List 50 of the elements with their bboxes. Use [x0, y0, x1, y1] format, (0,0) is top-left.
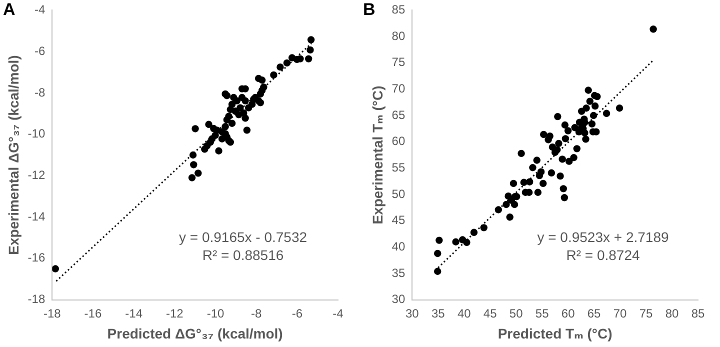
y-tick-label: 30 [392, 292, 406, 306]
x-tick-label: 85 [691, 306, 705, 320]
y-tick-label: -12 [28, 168, 46, 182]
x-tick-label: 45 [483, 306, 498, 320]
y-tick-label: 50 [392, 186, 406, 201]
annotation: y = 0.9523x + 2.7189 [537, 228, 669, 245]
y-tick-label: -14 [28, 209, 46, 224]
chart-title: A [3, 0, 16, 20]
x-tick-label: -4 [332, 306, 344, 320]
x-tick-label: -6 [292, 306, 303, 320]
x-tick-label: 55 [535, 306, 550, 320]
x-tick-label: -10 [206, 306, 224, 320]
annotation: R² = 0.88516 [202, 246, 284, 263]
x-tick-label: 60 [561, 306, 576, 320]
y-axis-title: Experimental ΔG°₃₇ (kcal/mol) [5, 55, 22, 255]
x-tick-label: -12 [166, 306, 184, 320]
x-tick-label: 65 [587, 306, 602, 320]
y-tick-label: 60 [392, 134, 406, 148]
y-tick-label: -4 [34, 2, 46, 17]
x-tick-label: -16 [84, 306, 102, 320]
y-tick-label: -18 [28, 292, 46, 306]
y-tick-label: 85 [392, 2, 406, 17]
annotation: R² = 0.8724 [566, 246, 640, 263]
x-tick-label: 80 [665, 306, 680, 320]
y-tick-label: 45 [392, 213, 406, 228]
y-tick-label: 75 [392, 55, 406, 70]
x-axis-title: Predicted Tₘ (°C) [498, 325, 612, 342]
y-tick-label: 80 [392, 28, 406, 43]
x-tick-label: 30 [405, 306, 420, 320]
y-tick-label: 40 [392, 239, 406, 254]
x-axis-title: Predicted ΔG°₃₇ (kcal/mol) [107, 325, 283, 342]
x-tick-label: -14 [125, 306, 143, 320]
y-tick-label: -6 [34, 44, 46, 58]
y-tick-label: 65 [392, 108, 406, 122]
x-tick-label: 50 [509, 306, 524, 320]
y-tick-label: 35 [392, 266, 406, 280]
y-tick-label: 55 [392, 160, 406, 174]
y-tick-label: -10 [28, 126, 46, 141]
x-tick-label: -18 [43, 306, 62, 320]
x-tick-label: 35 [431, 306, 446, 320]
y-tick-label: -16 [28, 250, 46, 265]
x-tick-label: 70 [613, 306, 628, 320]
annotation: y = 0.9165x - 0.7532 [178, 228, 308, 245]
x-tick-label: -8 [250, 306, 262, 320]
chart-title: B [363, 0, 376, 20]
y-axis-title: Experimental Tₘ (°C) [369, 86, 386, 224]
x-tick-label: 75 [639, 306, 654, 320]
y-tick-label: -8 [34, 85, 46, 100]
y-tick-label: 70 [392, 81, 406, 96]
x-tick-label: 40 [457, 306, 472, 320]
